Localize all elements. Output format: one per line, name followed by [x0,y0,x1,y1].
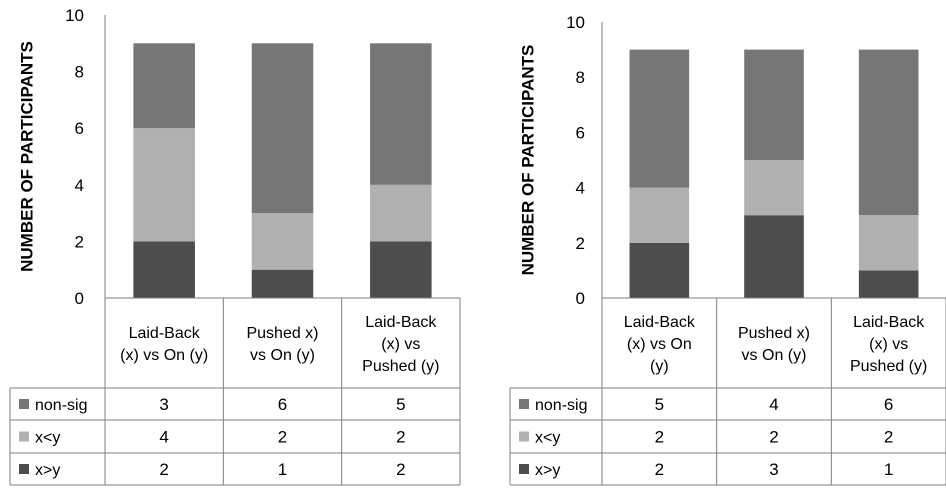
data-cell-value: 2 [159,460,168,479]
legend-swatch-xy [19,431,29,442]
y-tick-label: 10 [566,13,585,32]
bar-xy-2 [744,215,804,298]
bar-xy-3 [370,241,432,298]
data-cell-value: 1 [884,460,893,479]
category-label: (x) vs [869,336,908,353]
category-label: (y) [650,358,669,375]
data-cell-value: 3 [159,395,168,414]
y-tick-label: 0 [75,289,84,308]
legend-label: x>y [535,462,560,479]
bar-xy-1 [629,242,690,298]
category-label: Pushed (y) [850,358,927,375]
bar-nonsig-1 [133,43,195,129]
data-cell-value: 4 [769,395,778,414]
category-label: Laid-Back [365,314,437,331]
bar-xy-2 [251,213,314,270]
category-label: Laid-Back [624,314,696,331]
bar-xy-3 [858,215,919,271]
y-tick-label: 4 [75,176,84,195]
category-label: vs On (y) [742,347,807,364]
y-axis-title: NUMBER OF PARTICIPANTS [518,45,537,276]
category-label: Laid-Back [129,325,201,342]
bar-nonsig-1 [629,49,690,188]
category-label: vs On (y) [250,347,315,364]
bar-nonsig-2 [744,49,804,160]
y-tick-label: 10 [65,6,84,25]
bar-xy-3 [858,270,919,298]
legend-label: x<y [35,430,60,447]
bar-xy-1 [133,128,195,242]
category-label: Pushed (y) [362,358,439,375]
category-label: (x) vs [381,336,420,353]
category-label: (x) vs On (y) [120,347,208,364]
category-label: (x) vs On [627,336,692,353]
legend-swatch-xy [519,431,529,442]
chart-panel-2: 0 2 4 6 8 10 NUMBER OF PARTICIPANTS Laid-Back (x… [509,13,946,486]
data-cell-value: 6 [884,395,893,414]
bar-nonsig-3 [370,43,432,185]
data-cell-value: 2 [655,428,664,447]
y-tick-label: 0 [576,289,585,308]
y-tick-label: 2 [576,234,585,253]
data-cell-value: 5 [655,395,664,414]
legend-swatch-xy [19,464,29,474]
y-tick-label: 8 [75,63,84,82]
y-axis-title: NUMBER OF PARTICIPANTS [17,41,36,272]
legend-label: x<y [535,430,560,447]
y-tick-label: 6 [75,119,84,138]
chart-panel-1: 0 2 4 6 8 10 NUMBER OF PARTICIPANTS Laid-Back (x… [9,6,461,486]
data-cell-value: 2 [278,428,287,447]
data-cell-value: 2 [769,428,778,447]
legend-swatch-xy [519,464,529,474]
data-cell-value: 2 [396,460,405,479]
y-tick-label: 2 [75,232,84,251]
category-label: Pushed x) [246,325,318,342]
category-label: Pushed x) [738,325,810,342]
bar-xy-1 [629,187,690,243]
legend-label: non-sig [35,397,87,414]
data-cell-value: 2 [655,460,664,479]
data-cell-value: 3 [769,460,778,479]
legend-label: non-sig [535,397,587,414]
bar-xy-2 [744,160,804,216]
legend-label: x>y [35,462,60,479]
y-tick-label: 4 [576,179,585,198]
data-cell-value: 1 [278,460,287,479]
data-cell-value: 2 [884,428,893,447]
legend-swatch-nonsig [19,399,29,409]
data-cell-value: 2 [396,428,405,447]
bar-nonsig-2 [251,43,314,214]
y-tick-label: 6 [576,123,585,142]
y-tick-label: 8 [576,68,585,87]
bar-nonsig-3 [858,49,919,216]
data-cell-value: 6 [278,395,287,414]
data-cell-value: 4 [159,428,168,447]
legend-swatch-nonsig [519,399,529,409]
category-label: Laid-Back [853,314,925,331]
data-cell-value: 5 [396,395,405,414]
bar-xy-2 [251,269,314,298]
bar-xy-3 [370,184,432,242]
bar-xy-1 [133,241,195,298]
